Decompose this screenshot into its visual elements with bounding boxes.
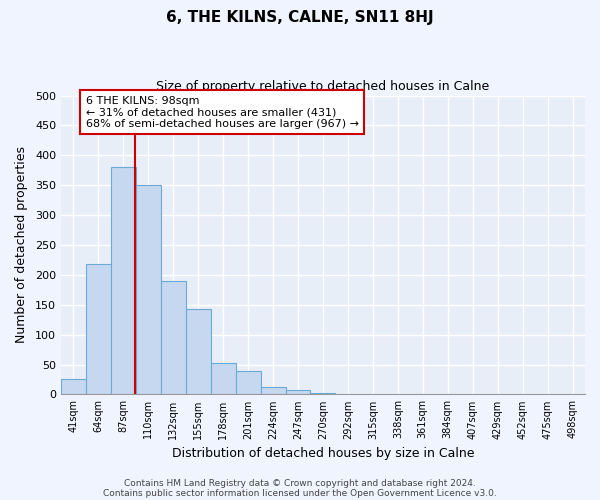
Bar <box>236 370 260 394</box>
Y-axis label: Number of detached properties: Number of detached properties <box>15 146 28 344</box>
Bar <box>61 380 86 394</box>
Bar <box>310 393 335 394</box>
Title: Size of property relative to detached houses in Calne: Size of property relative to detached ho… <box>157 80 490 93</box>
Bar <box>186 309 211 394</box>
Bar <box>111 168 136 394</box>
Bar <box>286 390 310 394</box>
Bar <box>260 386 286 394</box>
Text: Contains public sector information licensed under the Open Government Licence v3: Contains public sector information licen… <box>103 488 497 498</box>
Text: Contains HM Land Registry data © Crown copyright and database right 2024.: Contains HM Land Registry data © Crown c… <box>124 478 476 488</box>
X-axis label: Distribution of detached houses by size in Calne: Distribution of detached houses by size … <box>172 447 474 460</box>
Text: 6 THE KILNS: 98sqm
← 31% of detached houses are smaller (431)
68% of semi-detach: 6 THE KILNS: 98sqm ← 31% of detached hou… <box>86 96 359 129</box>
Bar <box>161 281 186 394</box>
Bar <box>136 185 161 394</box>
Bar <box>211 362 236 394</box>
Text: 6, THE KILNS, CALNE, SN11 8HJ: 6, THE KILNS, CALNE, SN11 8HJ <box>166 10 434 25</box>
Bar <box>86 264 111 394</box>
